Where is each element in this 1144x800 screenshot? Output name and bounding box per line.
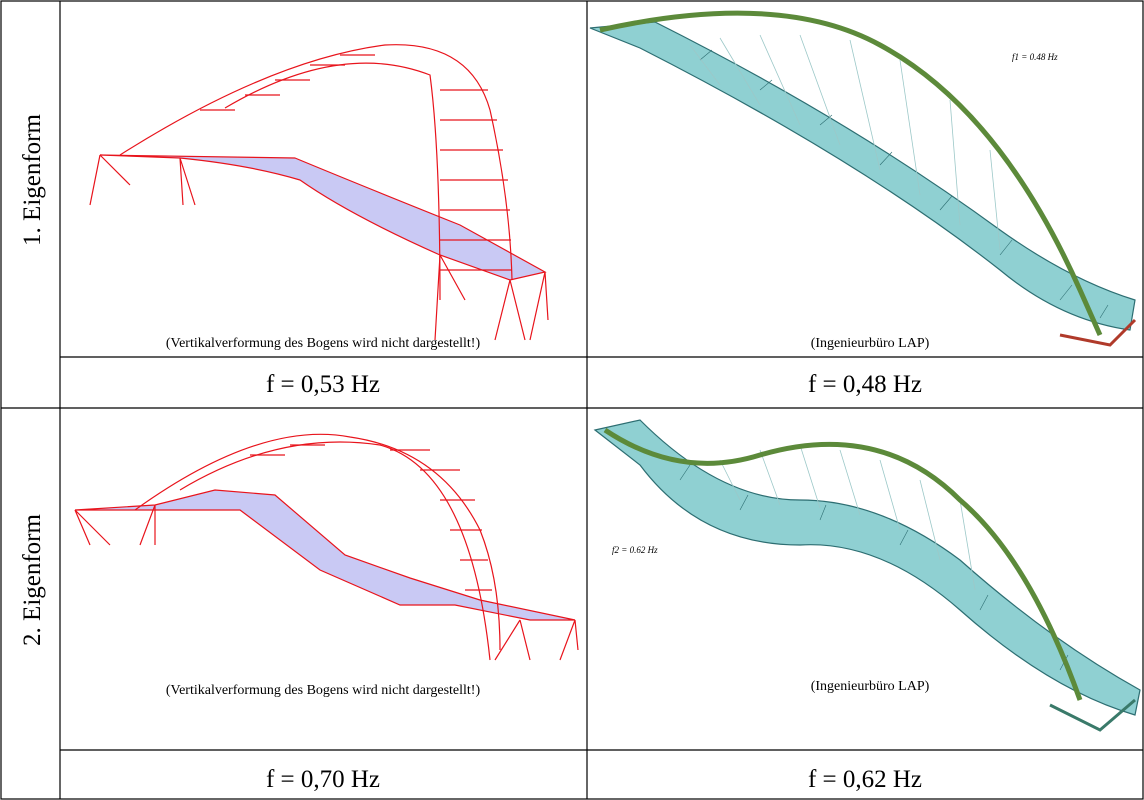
arch-rib	[119, 44, 513, 281]
caption: (Ingenieurbüro LAP)	[811, 336, 930, 351]
caption: (Vertikalverformung des Bogens wird nich…	[166, 683, 481, 698]
deck	[589, 21, 1136, 331]
arch-rib	[224, 62, 441, 301]
support	[1049, 698, 1136, 732]
hanger-lines	[200, 54, 512, 271]
deck	[99, 154, 547, 281]
row-label: 1. Eigenform	[19, 113, 46, 245]
frequency: f = 0,53 Hz	[266, 371, 380, 398]
arch	[603, 427, 1083, 701]
support	[1059, 318, 1137, 347]
piers	[74, 504, 579, 661]
caption: (Ingenieurbüro LAP)	[811, 679, 930, 694]
hangers	[200, 54, 512, 271]
arch-rib	[179, 441, 491, 661]
rendering-mode-1: f1 = 0.48 Hz	[589, 10, 1137, 347]
inset-label: f2 = 0.62 Hz	[612, 545, 658, 555]
caption: (Vertikalverformung des Bogens wird nich…	[166, 336, 481, 351]
piers	[89, 154, 549, 341]
row-label: 2. Eigenform	[19, 513, 46, 645]
hangers	[689, 34, 1001, 251]
frequency: f = 0,70 Hz	[266, 766, 380, 793]
deck	[593, 419, 1141, 716]
hangers	[719, 444, 976, 591]
rendering-mode-2: f2 = 0.62 Hz	[593, 419, 1141, 732]
deck	[74, 489, 576, 621]
hanger-lines	[250, 444, 492, 591]
arch-rib	[134, 433, 501, 651]
deck-grid	[699, 49, 1109, 319]
wireframe-mode-2	[74, 433, 579, 661]
inset-label: f1 = 0.48 Hz	[1012, 52, 1058, 62]
deck-grid	[679, 464, 1069, 671]
frequency: f = 0,48 Hz	[808, 371, 922, 398]
frequency: f = 0,62 Hz	[808, 766, 922, 793]
wireframe-mode-1	[89, 44, 549, 341]
arch	[599, 10, 1103, 337]
